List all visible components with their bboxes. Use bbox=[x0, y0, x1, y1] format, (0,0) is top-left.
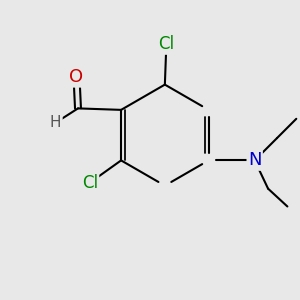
Text: N: N bbox=[248, 152, 261, 169]
Text: Cl: Cl bbox=[82, 174, 98, 192]
Text: Cl: Cl bbox=[158, 35, 174, 53]
Text: O: O bbox=[70, 68, 84, 86]
Text: H: H bbox=[50, 115, 61, 130]
